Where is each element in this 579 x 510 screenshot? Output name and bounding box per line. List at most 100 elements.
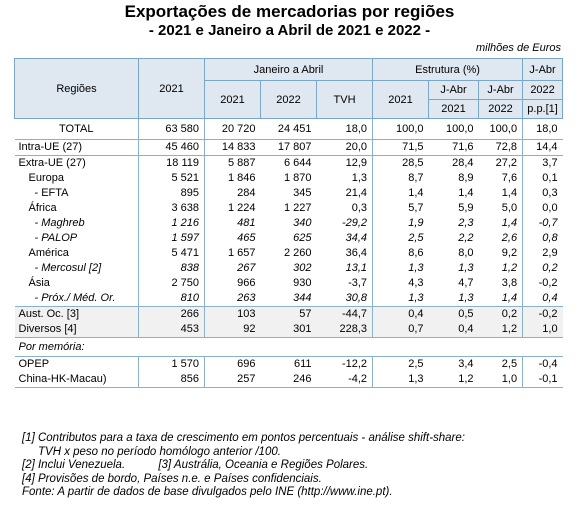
row-value: 810 [138, 291, 205, 307]
row-value: 2,6 [501, 232, 518, 244]
row-value: 45 460 [138, 139, 205, 156]
row-value: 1,9 [372, 216, 429, 231]
header-estrutura: Estrutura (%) [372, 58, 524, 81]
table-row: Extra-UE (27) 18 119 5 887 6 644 12,9 28,5 28,… [14, 155, 563, 171]
row-value: 9,2 [501, 247, 518, 259]
row-value: 17 807 [260, 139, 317, 156]
row-value: 856 [138, 372, 205, 388]
row-value: 0,4 [372, 306, 429, 322]
header-jan-abr: Janeiro a Abril [203, 58, 374, 81]
row-label: TOTAL [59, 123, 94, 135]
row-value: 246 [260, 372, 317, 388]
row-value: 1,4 [501, 292, 518, 304]
row-value: 1 870 [283, 172, 312, 184]
row-value: 14,4 [522, 139, 563, 156]
row-value: 2,5 [372, 356, 429, 372]
row-value: 1,3 [372, 261, 429, 276]
row-value: 266 [138, 306, 205, 322]
row-value: 228,3 [316, 322, 373, 338]
row-label: - Próx./ Méd. Or. [34, 292, 116, 304]
row-label: África [28, 202, 57, 214]
header-est-jabr-a: J-Abr [428, 80, 480, 100]
row-value: 92 [204, 322, 261, 338]
row-value: 1 224 [204, 201, 261, 216]
header-tvh: TVH [315, 80, 374, 119]
row-value: 36,4 [345, 247, 368, 259]
row-value: 0,3 [351, 202, 368, 214]
header-pp-2022: 2022 [522, 80, 564, 100]
row-value: 481 [204, 216, 261, 231]
row-value: 453 [138, 322, 205, 338]
row-value: 12,9 [316, 155, 373, 171]
row-value: 5,9 [458, 202, 474, 214]
row-value: 14 833 [204, 139, 261, 156]
row-value: 1,0 [522, 322, 563, 338]
row-value: 2,2 [458, 232, 474, 244]
row-value: 1,3 [372, 291, 429, 307]
row-value: 263 [204, 291, 261, 307]
row-label: - EFTA [34, 187, 69, 199]
footnote-2: [2] Inclui Venezuela. [22, 459, 126, 471]
row-value: 5,0 [501, 202, 518, 214]
row-value: -4,2 [316, 372, 373, 388]
row-value: -12,2 [316, 356, 373, 372]
row-value: 18,0 [345, 123, 368, 135]
row-value: -3,7 [348, 277, 368, 289]
table-row: África 3 638 1 224 1 227 0,3 5,7 5,9 5,0 0,0 [15, 201, 563, 216]
row-value: 284 [204, 186, 261, 201]
row-value: 2 260 [283, 247, 312, 259]
row-value: 1,4 [458, 187, 474, 199]
row-value: 100,0 [372, 118, 429, 140]
row-value: 696 [204, 356, 261, 372]
row-value: 34,4 [345, 232, 368, 244]
page-title: Exportações de mercadorias por regiões [124, 2, 455, 21]
row-value: 8,9 [458, 172, 474, 184]
row-value: 301 [260, 322, 317, 338]
row-label: Extra-UE (27) [14, 155, 139, 171]
row-label: Europa [28, 172, 64, 184]
row-value: 345 [293, 187, 312, 199]
row-value: 27,2 [478, 155, 523, 171]
row-value: 1,0 [478, 372, 523, 388]
row-label: China-HK-Macau) [14, 372, 139, 388]
header-est-jabr-2022: 2022 [478, 99, 524, 119]
row-value: 5 521 [138, 171, 205, 186]
row-label: - PALOP [34, 232, 78, 244]
row-value: 302 [293, 262, 312, 274]
row-value: 5 471 [138, 246, 205, 261]
row-value: 24 451 [277, 123, 312, 135]
row-value: 8,6 [372, 246, 429, 261]
table-row: - Mercosul [2] 838 267 302 13,1 1,3 1,3 1,2 0,2 [15, 261, 563, 276]
table-row: Ásia 2 750 966 930 -3,7 4,3 4,7 3,8 -0,2 [15, 276, 563, 291]
row-value: 1 657 [204, 246, 261, 261]
row-value: 895 [138, 186, 205, 201]
row-value: 0,2 [478, 306, 523, 322]
row-value: 2,3 [458, 217, 474, 229]
table-row: - EFTA 895 284 345 21,4 1,4 1,4 1,4 0,3 [15, 186, 563, 201]
header-est-2021: 2021 [372, 80, 430, 119]
row-value: 465 [204, 231, 261, 246]
row-value: 0,7 [372, 322, 429, 338]
row-label: - Mercosul [2] [34, 262, 102, 274]
header-est-jabr-b: J-Abr [478, 80, 524, 100]
row-value: 7,6 [501, 172, 518, 184]
row-value: 71,6 [428, 139, 479, 156]
row-value: -44,7 [316, 306, 373, 322]
row-value: 8,7 [372, 171, 429, 186]
row-value: 63 580 [138, 118, 205, 140]
exports-table: Regiões 2021 Janeiro a Abril Estrutura (… [14, 58, 564, 388]
memo-label-row: Por memória: [15, 338, 563, 357]
row-label: Intra-UE (27) [14, 139, 139, 156]
row-value: 13,1 [345, 262, 368, 274]
table-row: América 5 471 1 657 2 260 36,4 8,6 8,0 9,2 2,9 [15, 246, 563, 261]
row-label: Aust. Oc. [3] [14, 306, 139, 322]
row-value: 5,7 [372, 201, 429, 216]
row-value: 28,5 [372, 155, 429, 171]
header-sub-2021: 2021 [204, 80, 261, 119]
footnote-1: [1] Contributos para a taxa de crescimen… [22, 432, 465, 444]
row-value: 18 119 [138, 155, 205, 171]
table-row: Europa 5 521 1 846 1 870 1,3 8,7 8,9 7,6 0,1 [15, 171, 563, 186]
row-value: 20 720 [204, 118, 261, 140]
row-value: 1 216 [138, 216, 205, 231]
row-label: Ásia [28, 277, 50, 289]
